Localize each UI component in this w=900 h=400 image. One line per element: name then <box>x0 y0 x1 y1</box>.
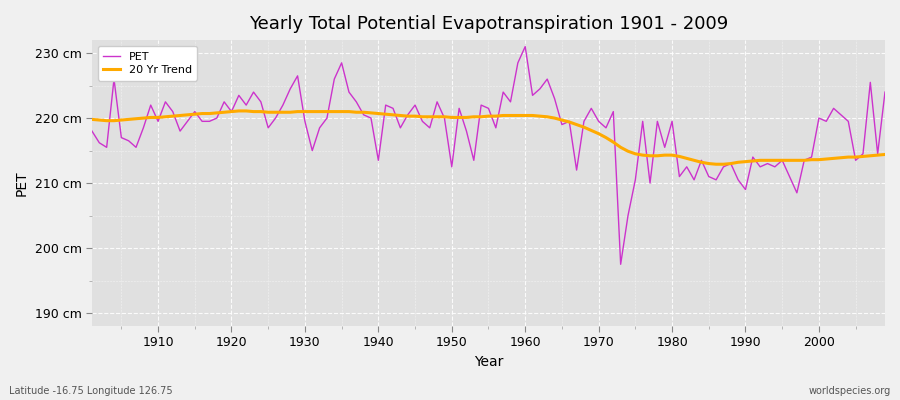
Y-axis label: PET: PET <box>15 170 29 196</box>
20 Yr Trend <box>711 162 722 167</box>
Line: PET: PET <box>92 47 885 264</box>
PET <box>527 93 538 98</box>
Title: Yearly Total Potential Evapotranspiration 1901 - 2009: Yearly Total Potential Evapotranspiratio… <box>249 15 728 33</box>
X-axis label: Year: Year <box>473 355 503 369</box>
20 Yr Trend <box>86 117 97 122</box>
PET <box>145 103 156 108</box>
20 Yr Trend <box>358 110 369 115</box>
20 Yr Trend <box>145 115 156 120</box>
20 Yr Trend <box>616 145 626 150</box>
PET <box>512 60 523 65</box>
PET <box>520 44 531 49</box>
20 Yr Trend <box>527 113 538 118</box>
PET <box>879 90 890 94</box>
PET <box>86 129 97 134</box>
Text: worldspecies.org: worldspecies.org <box>809 386 891 396</box>
PET <box>351 100 362 104</box>
Text: Latitude -16.75 Longitude 126.75: Latitude -16.75 Longitude 126.75 <box>9 386 173 396</box>
PET <box>623 213 634 218</box>
20 Yr Trend <box>879 152 890 157</box>
20 Yr Trend <box>520 113 531 118</box>
PET <box>616 262 626 267</box>
20 Yr Trend <box>314 109 325 114</box>
PET <box>307 148 318 153</box>
Line: 20 Yr Trend: 20 Yr Trend <box>92 111 885 164</box>
Legend: PET, 20 Yr Trend: PET, 20 Yr Trend <box>97 46 197 80</box>
20 Yr Trend <box>233 108 244 113</box>
